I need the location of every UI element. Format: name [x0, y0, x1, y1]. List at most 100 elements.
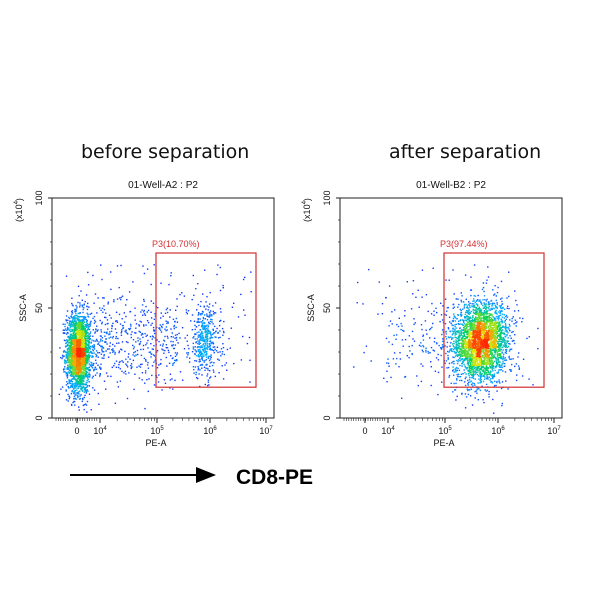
- scatter-point: [484, 307, 486, 309]
- scatter-point: [475, 313, 477, 315]
- scatter-point: [499, 337, 501, 339]
- scatter-point: [463, 381, 466, 383]
- scatter-point: [92, 375, 94, 378]
- scatter-point: [199, 348, 201, 351]
- scatter-point: [190, 320, 192, 322]
- scatter-point: [68, 397, 70, 400]
- scatter-point: [521, 375, 524, 377]
- scatter-point: [509, 319, 511, 321]
- scatter-point: [79, 369, 81, 372]
- scatter-point: [207, 367, 209, 370]
- scatter-point: [452, 269, 454, 271]
- scatter-point: [72, 320, 74, 322]
- scatter-point: [485, 282, 488, 284]
- scatter-point: [99, 367, 101, 369]
- scatter-point: [453, 356, 455, 359]
- scatter-point: [477, 304, 479, 306]
- scatter-point: [200, 337, 202, 340]
- scatter-point: [433, 314, 435, 316]
- scatter-point: [186, 313, 188, 315]
- scatter-point: [471, 376, 473, 379]
- scatter-point: [90, 351, 93, 354]
- scatter-point: [504, 325, 507, 328]
- scatter-point: [73, 362, 75, 365]
- scatter-point: [471, 318, 474, 320]
- scatter-point: [468, 309, 470, 311]
- scatter-point: [399, 358, 402, 360]
- scatter-point: [69, 361, 72, 363]
- scatter-point: [75, 346, 77, 348]
- scatter-point: [498, 365, 500, 367]
- scatter-point: [151, 365, 154, 367]
- scatter-point: [82, 382, 84, 384]
- scatter-point: [87, 350, 89, 353]
- scatter-point: [222, 334, 224, 336]
- scatter-point: [500, 336, 502, 339]
- scatter-point: [490, 371, 492, 373]
- scatter-point: [143, 324, 145, 326]
- scatter-point: [469, 320, 472, 323]
- scatter-point: [426, 333, 428, 335]
- scatter-point: [412, 280, 415, 282]
- scatter-point: [500, 331, 502, 334]
- scatter-point: [82, 404, 85, 407]
- scatter-point: [117, 337, 119, 340]
- scatter-point: [199, 350, 201, 352]
- scatter-point: [472, 308, 475, 311]
- scatter-point: [483, 311, 486, 313]
- scatter-point: [202, 349, 205, 351]
- scatter-point: [450, 336, 452, 338]
- scatter-point: [514, 365, 516, 368]
- scatter-point: [201, 323, 204, 325]
- scatter-point: [500, 349, 502, 351]
- scatter-point: [198, 312, 200, 314]
- scatter-point: [94, 293, 97, 295]
- scatter-point: [491, 368, 493, 370]
- scatter-point: [204, 345, 206, 347]
- scatter-point: [474, 378, 477, 380]
- scatter-point: [511, 340, 514, 342]
- scatter-point: [88, 336, 91, 338]
- scatter-point: [70, 360, 72, 363]
- scatter-point: [222, 287, 224, 289]
- scatter-point: [70, 338, 72, 341]
- scatter-point: [454, 324, 456, 326]
- scatter-point: [141, 363, 143, 365]
- scatter-point: [486, 389, 489, 392]
- scatter-point: [468, 312, 470, 314]
- scatter-point: [487, 370, 489, 372]
- scatter-point: [219, 308, 222, 310]
- scatter-point: [206, 352, 208, 355]
- scatter-point: [76, 360, 78, 363]
- scatter-point: [449, 321, 451, 323]
- scatter-point: [498, 314, 500, 317]
- scatter-point: [198, 351, 201, 353]
- scatter-point: [79, 306, 81, 308]
- scatter-point: [201, 374, 203, 376]
- scatter-point: [133, 346, 135, 348]
- scatter-point: [466, 333, 468, 335]
- scatter-point: [139, 366, 142, 368]
- scatter-point: [66, 368, 68, 370]
- scatter-point: [100, 338, 102, 340]
- scatter-point: [61, 386, 64, 388]
- scatter-point: [496, 331, 498, 333]
- scatter-point: [72, 361, 74, 363]
- scatter-point: [469, 311, 471, 314]
- scatter-point: [84, 300, 86, 303]
- scatter-point: [469, 312, 472, 314]
- scatter-point: [471, 373, 474, 376]
- scatter-point: [454, 330, 456, 332]
- scatter-point: [473, 295, 475, 297]
- scatter-point: [492, 349, 494, 351]
- scatter-point: [501, 344, 503, 346]
- scatter-point: [476, 308, 478, 310]
- scatter-point: [78, 295, 80, 297]
- scatter-point: [173, 362, 175, 364]
- scatter-point: [134, 373, 136, 375]
- scatter-point: [231, 306, 234, 308]
- scatter-point: [70, 320, 72, 322]
- scatter-point: [94, 366, 97, 369]
- scatter-point: [80, 382, 82, 384]
- scatter-point: [456, 343, 458, 346]
